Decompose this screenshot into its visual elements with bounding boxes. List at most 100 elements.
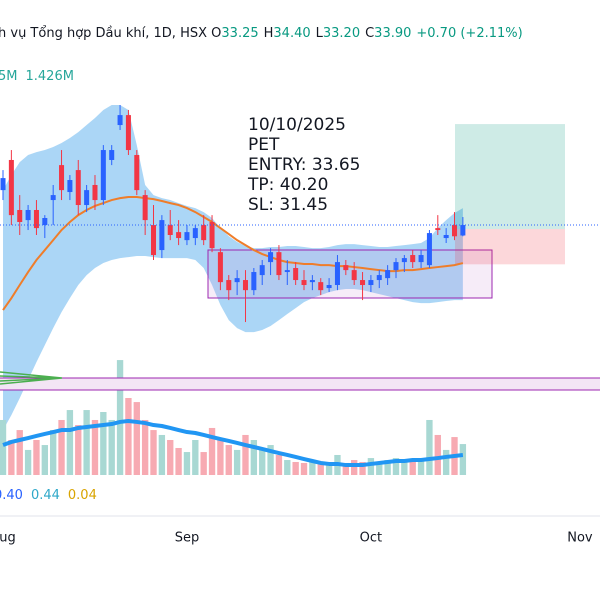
volume-bar [133,402,140,475]
volume-bar [242,434,249,475]
volume-bar [0,419,7,475]
volume-legend: 5M 1.426M [0,69,74,84]
stop-loss-zone [455,229,565,265]
candle-body [410,255,416,263]
volume-bar [141,419,149,475]
volume-bar [125,398,132,475]
candle-body [92,184,98,201]
volume-bar [417,458,425,475]
volume-bar [459,444,467,475]
candle-body [309,280,315,283]
symbol-title: h vụ Tổng hợp Dầu khí, 1D, HSX [0,26,207,41]
header: h vụ Tổng hợp Dầu khí, 1D, HSX O33.25 H34.… [0,26,523,41]
candle-body [318,282,324,291]
candle-body [117,115,123,126]
volume-bar [250,440,258,475]
annotation: 10/10/2025 PET ENTRY: 33.65 TP: 40.20 SL… [247,115,361,215]
annotation-line: ENTRY: 33.65 [248,155,361,175]
volume-bar [33,440,40,475]
volume-bar [442,449,450,475]
volume-bar [192,440,199,475]
volume-bar [158,434,166,475]
volume-bar [342,462,349,475]
volume-bar [384,460,391,475]
volume-bar [409,461,416,475]
candle-body [25,209,31,221]
candle-body [184,232,190,241]
volume-bar [91,419,99,475]
ohlc-value: 33.25 [221,26,258,41]
annotation-line: SL: 31.45 [248,195,328,215]
candle-body [209,222,215,249]
range-box [207,249,493,299]
volume-legend-value: 1.426M [26,69,74,84]
volume-bar [325,465,333,475]
macd-band [0,378,600,390]
annotation-line: 10/10/2025 [248,115,346,135]
candle-body [109,150,115,160]
candle-body [368,280,374,286]
annotation-line: PET [248,135,280,155]
candle-body [301,280,307,286]
volume-bar [200,452,207,475]
ohlc-value: 34.40 [273,26,310,41]
macd-legend-value: 0.04 [68,488,97,503]
ohlc-value: 33.20 [323,26,360,41]
candle-body [192,228,198,239]
ohlc-value: 33.90 [374,26,411,41]
candle-body [176,232,182,239]
volume-bar [284,460,291,475]
candle-body [201,225,207,241]
volume-bar [66,410,74,475]
ohlc-label: C [365,26,374,41]
volume-bar [208,427,216,475]
candle-body [50,195,56,201]
annotation-line: TP: 40.20 [247,175,328,195]
candle-body [385,270,391,279]
x-tick-label: Oct [360,531,382,546]
candle-body [142,195,148,221]
volume-bar [401,460,408,475]
volume-bar [83,410,90,475]
volume-legend-value: 5M [0,69,18,84]
candle-body [443,234,449,239]
volume-bar [359,461,366,475]
candle-body [67,180,73,193]
volume-bar [367,458,375,475]
volume-bar [300,462,308,475]
volume-bar [392,458,400,475]
candle-body [226,280,232,291]
volume-bar [8,440,15,475]
candle-body [360,280,366,286]
candle-body [134,155,140,191]
bollinger-band [3,104,463,431]
candle-body [33,209,39,229]
candle-body [351,270,357,281]
macd-signal [0,371,63,385]
volume-bar [275,454,283,475]
ohlc-label: H [264,26,274,41]
macd-legend: 0.40 0.44 0.04 [0,488,97,503]
plot [0,104,600,475]
macd-legend-value: 0.40 [0,488,23,503]
candle-body [59,165,65,191]
candle-body [376,275,382,281]
candle-body [452,225,458,237]
candle-body [84,190,90,206]
volume-bar [351,460,358,475]
volume-bar [75,425,82,475]
x-tick-label: Sep [175,531,200,546]
candle-body [393,262,399,271]
volume-bar [50,430,57,475]
volume-bar [167,440,174,475]
volume-bar [24,449,32,475]
candle-body [42,218,48,226]
x-tick-label: Aug [0,531,16,546]
candle-body [167,225,173,235]
candle-body [418,255,424,263]
volume-bar [259,447,266,475]
volume-bar [292,461,299,475]
candle-body [251,272,257,291]
take-profit-zone [455,124,565,230]
volume-bar [175,447,182,475]
